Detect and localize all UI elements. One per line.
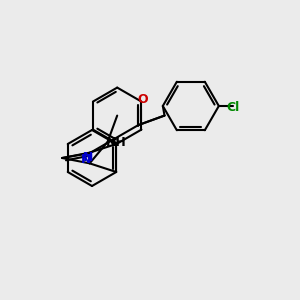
Text: Cl: Cl — [226, 101, 239, 115]
Text: O: O — [137, 93, 148, 106]
Text: N: N — [82, 151, 93, 164]
Text: NH: NH — [106, 136, 126, 148]
Text: N: N — [80, 153, 91, 166]
